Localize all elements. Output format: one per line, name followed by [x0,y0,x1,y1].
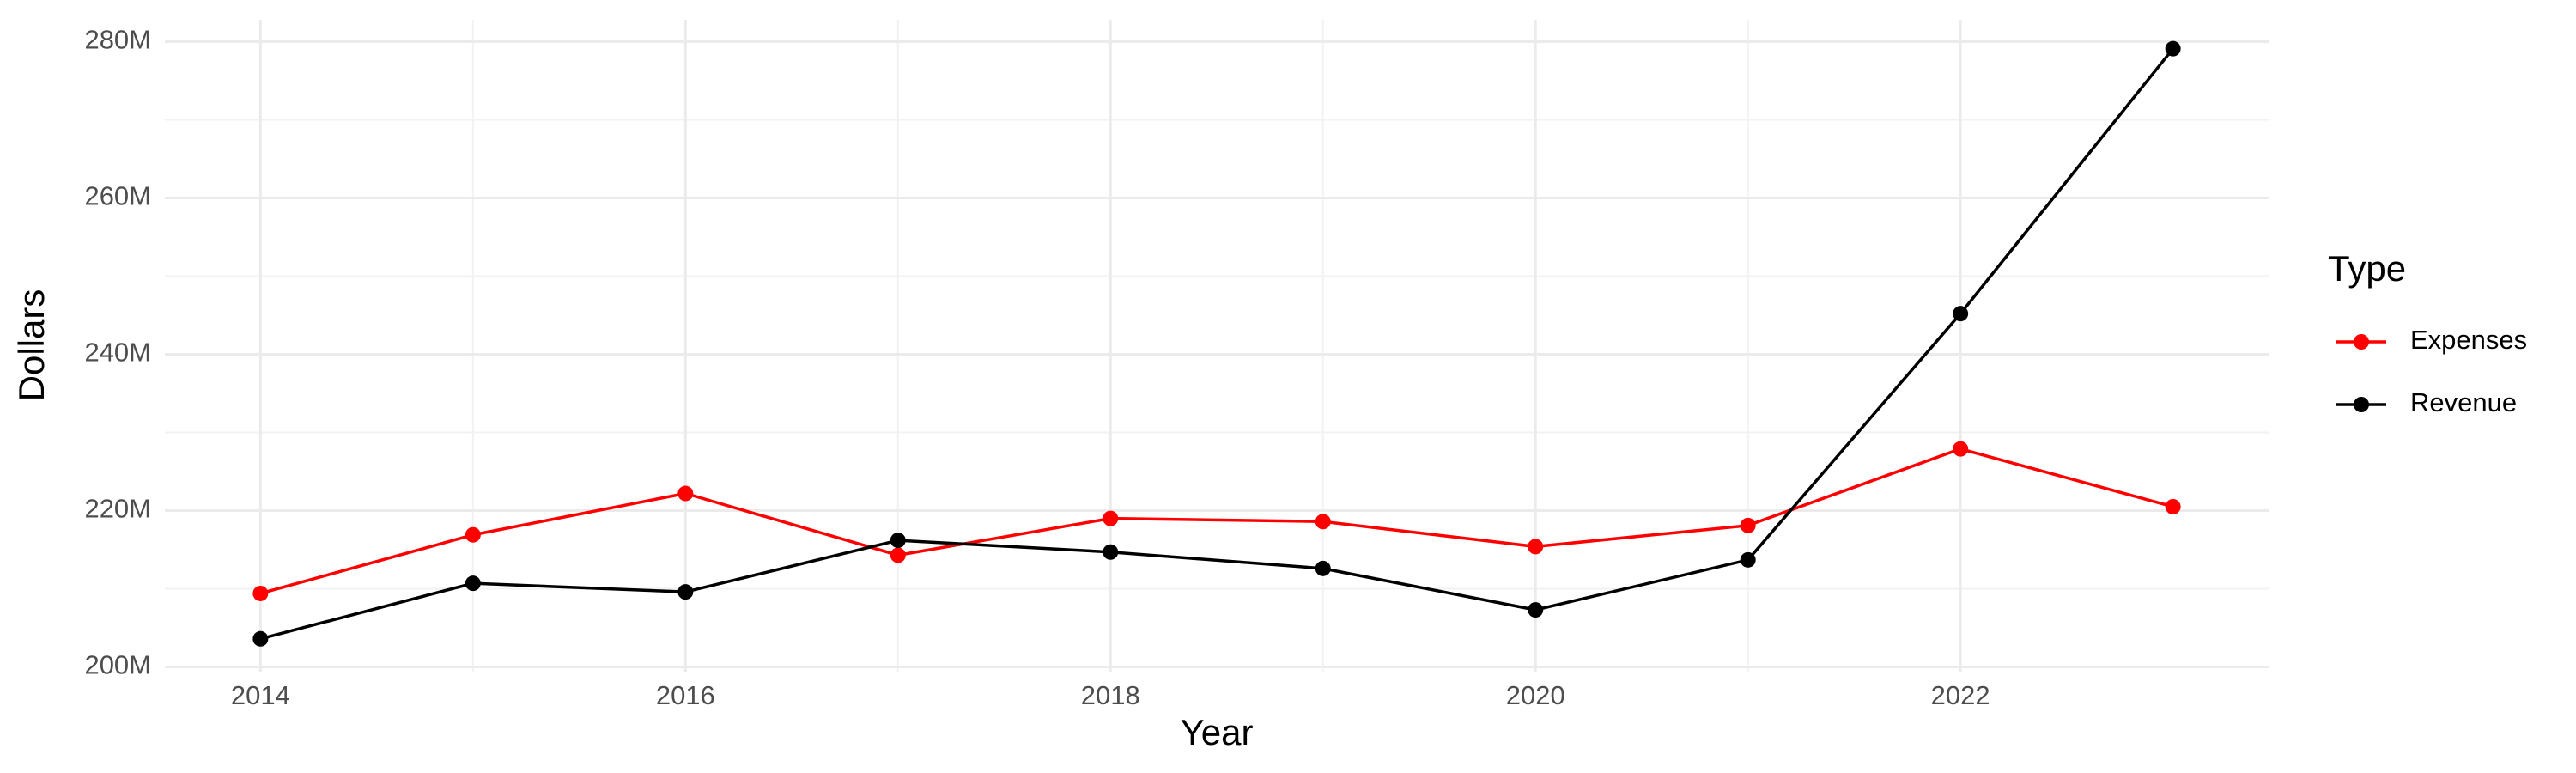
legend-swatch-point [2354,334,2369,350]
data-point [252,585,269,601]
data-point [252,630,269,647]
data-point [1953,441,1969,457]
y-tick-label: 260M [84,181,151,211]
data-point [465,526,481,543]
data-point [677,584,694,600]
y-tick-label: 280M [84,25,151,55]
data-point [1103,510,1119,526]
y-tick-label: 220M [84,494,151,524]
data-point [2165,40,2181,57]
data-point [2165,498,2181,514]
x-axis-title: Year [1181,712,1254,752]
grid [165,20,2269,672]
legend-label: Revenue [2410,387,2517,417]
legend-label: Expenses [2410,325,2527,355]
legend: Type Expenses Revenue [2328,248,2527,417]
legend-swatch-point [2354,397,2369,412]
series-line [259,47,2175,641]
x-tick-label: 2014 [231,680,290,710]
x-tick-label: 2016 [656,680,715,710]
data-point [1740,517,1756,533]
y-axis-title: Dollars [11,289,52,402]
data-point [1528,539,1544,555]
data-point [465,575,481,592]
legend-title: Type [2328,248,2406,289]
x-tick-label: 2018 [1081,680,1140,710]
y-tick-label: 240M [84,338,151,368]
series-line [259,447,2174,595]
data-point [677,485,694,502]
data-point [890,533,906,549]
data-point [890,547,906,563]
data-point [1953,306,1969,322]
data-point [1103,544,1119,560]
data-point [1315,514,1331,530]
x-tick-label: 2022 [1931,680,1990,710]
data-point [1315,560,1331,576]
plot-area [252,40,2181,647]
data-point [1740,551,1756,568]
data-point [1528,602,1544,618]
y-tick-label: 200M [84,650,151,680]
x-tick-label: 2020 [1506,680,1565,710]
